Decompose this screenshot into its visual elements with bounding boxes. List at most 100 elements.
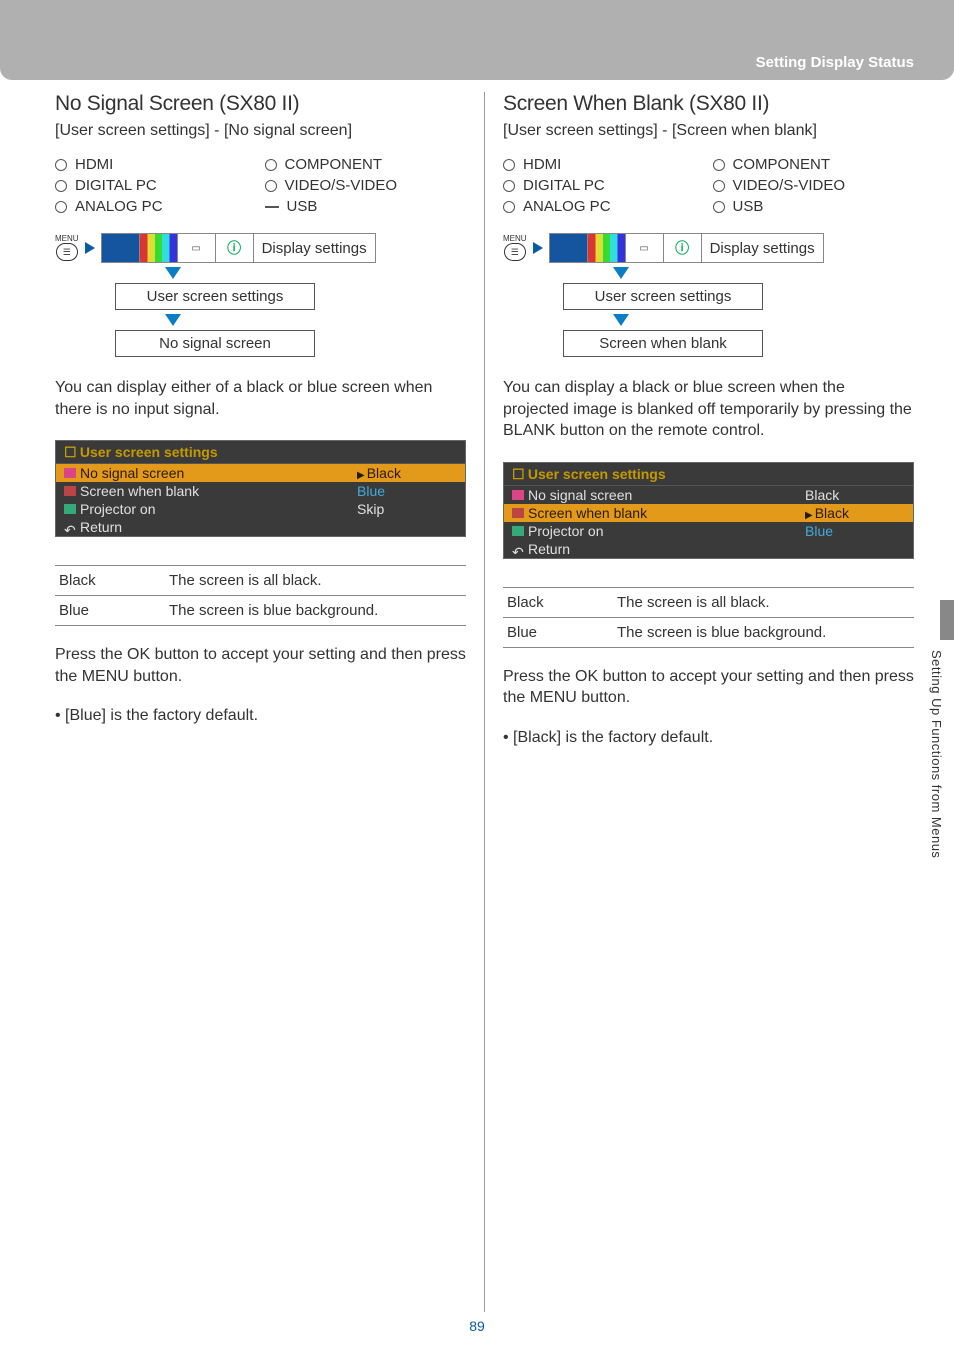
osd-row-label: Screen when blank bbox=[528, 505, 647, 521]
def-desc: The screen is all black. bbox=[613, 587, 914, 617]
osd-row-blank: Screen when blank Blue bbox=[56, 482, 465, 500]
menu-label: MENU bbox=[55, 235, 79, 243]
osd-row-icon bbox=[64, 486, 76, 496]
definitions-table: BlackThe screen is all black. BlueThe sc… bbox=[55, 565, 466, 626]
osd-row-projector: Projector on Skip bbox=[56, 500, 465, 518]
section-title: Screen When Blank (SX80 II) bbox=[503, 92, 914, 116]
table-row: BlackThe screen is all black. bbox=[55, 566, 466, 596]
port-component: COMPONENT bbox=[713, 156, 915, 173]
arrow-right-icon bbox=[85, 242, 95, 254]
port-label: VIDEO/S-VIDEO bbox=[285, 177, 398, 194]
osd-row-value: Blue bbox=[357, 483, 457, 499]
osd-row-value: Black bbox=[805, 505, 905, 521]
osd-panel: ☐ User screen settings No signal screen … bbox=[503, 462, 914, 559]
tab-icon: ⓘ bbox=[664, 234, 702, 262]
osd-row-icon bbox=[64, 468, 76, 478]
def-desc: The screen is blue background. bbox=[165, 596, 466, 626]
table-row: BlackThe screen is all black. bbox=[503, 587, 914, 617]
osd-row-value: Black bbox=[805, 487, 905, 503]
osd-row-value: Skip bbox=[357, 501, 457, 517]
osd-row-value: Blue bbox=[805, 523, 905, 539]
radio-icon bbox=[503, 180, 515, 192]
dash-icon bbox=[265, 206, 279, 208]
osd-row-label: No signal screen bbox=[528, 487, 632, 503]
osd-row-value: Black bbox=[357, 465, 457, 481]
port-label: COMPONENT bbox=[733, 156, 831, 173]
nav-box-leaf: No signal screen bbox=[115, 330, 315, 357]
def-label: Black bbox=[503, 587, 613, 617]
osd-row-label: Return bbox=[528, 541, 570, 557]
osd-row-nosignal: No signal screen Black bbox=[504, 486, 913, 504]
port-list: HDMI COMPONENT DIGITAL PC VIDEO/S-VIDEO … bbox=[503, 156, 914, 215]
def-label: Blue bbox=[503, 617, 613, 647]
port-digitalpc: DIGITAL PC bbox=[55, 177, 257, 194]
side-tab-marker bbox=[940, 600, 954, 640]
osd-row-label: No signal screen bbox=[80, 465, 184, 481]
port-analogpc: ANALOG PC bbox=[503, 198, 705, 215]
nav-box: User screen settings bbox=[115, 283, 315, 310]
nav-box-leaf: Screen when blank bbox=[563, 330, 763, 357]
port-label: ANALOG PC bbox=[523, 198, 611, 215]
osd-row-nosignal: No signal screen Black bbox=[56, 464, 465, 482]
osd-panel: ☐ User screen settings No signal screen … bbox=[55, 440, 466, 537]
header-title: Setting Display Status bbox=[756, 54, 914, 71]
tab-icon: ▭ bbox=[178, 234, 216, 262]
osd-header-icon: ☐ bbox=[512, 466, 524, 476]
arrow-right-icon bbox=[533, 242, 543, 254]
tab-icon bbox=[588, 234, 626, 262]
display-settings-label: Display settings bbox=[702, 234, 823, 262]
radio-icon bbox=[503, 201, 515, 213]
osd-row-projector: Projector on Blue bbox=[504, 522, 913, 540]
port-label: ANALOG PC bbox=[75, 198, 163, 215]
radio-icon bbox=[713, 159, 725, 171]
port-label: DIGITAL PC bbox=[75, 177, 157, 194]
column-divider bbox=[484, 92, 485, 1312]
radio-icon bbox=[55, 201, 67, 213]
tab-icon: ⓘ bbox=[216, 234, 254, 262]
osd-row-label: Return bbox=[80, 519, 122, 535]
menu-button-icon: MENU ☰ bbox=[55, 235, 79, 261]
breadcrumb: [User screen settings] - [No signal scre… bbox=[55, 122, 466, 140]
breadcrumb: [User screen settings] - [Screen when bl… bbox=[503, 122, 914, 140]
nav-diagram: MENU ☰ ▭ ⓘ Display settings User screen … bbox=[55, 233, 466, 357]
osd-row-return: ↶ Return bbox=[56, 518, 465, 536]
default-note: [Black] is the factory default. bbox=[503, 729, 914, 747]
radio-icon bbox=[265, 159, 277, 171]
body-text: You can display a black or blue screen w… bbox=[503, 377, 914, 442]
table-row: BlueThe screen is blue background. bbox=[55, 596, 466, 626]
port-label: USB bbox=[287, 198, 318, 215]
section-title: No Signal Screen (SX80 II) bbox=[55, 92, 466, 116]
port-label: COMPONENT bbox=[285, 156, 383, 173]
osd-header-icon: ☐ bbox=[64, 444, 76, 454]
page-number: 89 bbox=[0, 1318, 954, 1334]
menu-label: MENU bbox=[503, 235, 527, 243]
osd-row-label: Projector on bbox=[528, 523, 603, 539]
accept-text: Press the OK button to accept your setti… bbox=[503, 666, 914, 709]
content: No Signal Screen (SX80 II) [User screen … bbox=[55, 92, 914, 1312]
osd-row-icon bbox=[512, 508, 524, 518]
port-hdmi: HDMI bbox=[55, 156, 257, 173]
arrow-down-icon bbox=[165, 314, 181, 326]
menu-tab-strip: ▭ ⓘ Display settings bbox=[549, 233, 824, 263]
osd-row-blank: Screen when blank Black bbox=[504, 504, 913, 522]
radio-icon bbox=[713, 201, 725, 213]
default-note: [Blue] is the factory default. bbox=[55, 707, 466, 725]
right-column: Screen When Blank (SX80 II) [User screen… bbox=[503, 92, 914, 1312]
left-column: No Signal Screen (SX80 II) [User screen … bbox=[55, 92, 466, 1312]
tab-icon bbox=[102, 234, 140, 262]
arrow-down-icon bbox=[165, 267, 181, 279]
tab-icon: ▭ bbox=[626, 234, 664, 262]
osd-row-label: Screen when blank bbox=[80, 483, 199, 499]
port-videosvideo: VIDEO/S-VIDEO bbox=[713, 177, 915, 194]
body-text: You can display either of a black or blu… bbox=[55, 377, 466, 420]
return-icon: ↶ bbox=[64, 522, 76, 532]
display-settings-label: Display settings bbox=[254, 234, 375, 262]
side-tab-text: Setting Up Functions from Menus bbox=[929, 650, 944, 858]
port-label: DIGITAL PC bbox=[523, 177, 605, 194]
port-label: HDMI bbox=[75, 156, 113, 173]
nav-box: User screen settings bbox=[563, 283, 763, 310]
tab-icon bbox=[140, 234, 178, 262]
return-icon: ↶ bbox=[512, 544, 524, 554]
osd-header-label: User screen settings bbox=[528, 466, 666, 482]
definitions-table: BlackThe screen is all black. BlueThe sc… bbox=[503, 587, 914, 648]
